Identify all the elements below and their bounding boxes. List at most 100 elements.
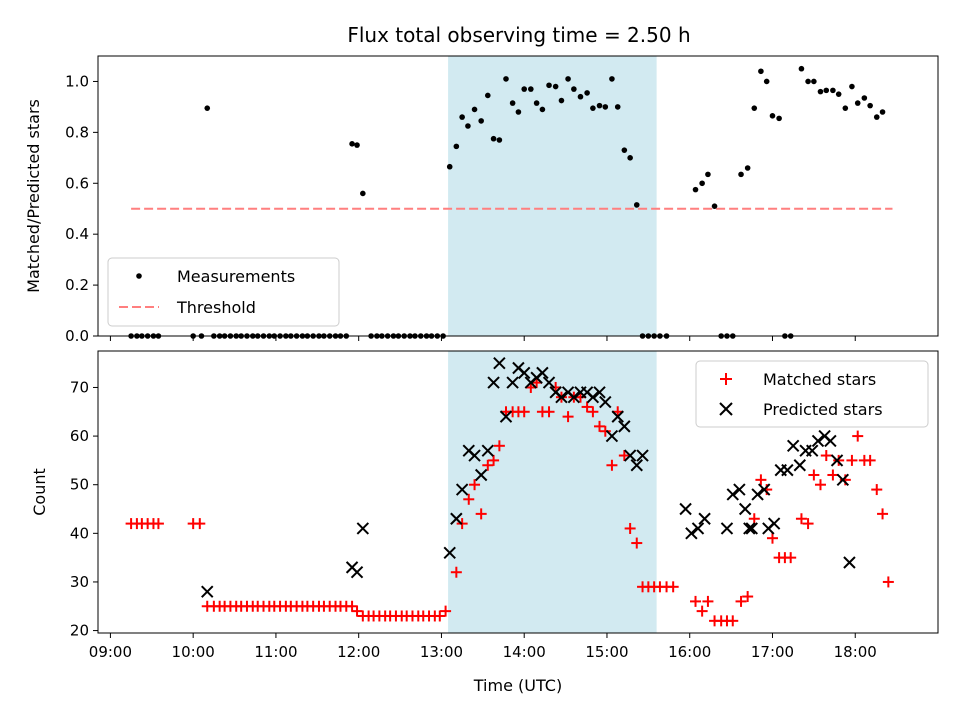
bottom-y-tick-label: 50 [70,476,89,494]
measurement-point [798,65,805,72]
x-tick-label: 14:00 [503,643,546,661]
matched-star-point [618,450,630,462]
matched-star-point [702,595,714,607]
legend-threshold-label: Threshold [176,298,256,317]
measurement-point [354,142,360,148]
matched-star-point [543,406,555,418]
predicted-star-point [786,439,800,453]
matched-star-point [696,605,708,617]
predicted-star-point [474,468,488,482]
measurement-point [854,100,861,106]
matched-star-point [742,591,754,603]
predicted-star-point [586,390,600,404]
predicted-star-point [824,434,837,448]
matched-star-point [766,532,778,544]
measurement-point [621,147,628,153]
bottom-panel: 20 30 40 50 60 70 09:00 10:00 11:00 12:00 13:00 14… [30,350,939,695]
predicted-star-point [836,473,850,487]
matched-star-point [864,454,876,466]
measurement-point [360,190,366,197]
measurement-point [509,100,516,106]
bottom-plot-frame [97,350,939,634]
predicted-star-point [811,434,825,448]
bottom-legend-frame [695,360,929,428]
x-tick-label: 13:00 [420,643,463,661]
predicted-star-point [487,376,500,389]
predicted-star-point [751,488,764,501]
top-y-tick-label: 0.4 [65,225,89,243]
matched-star-point [434,610,446,622]
matched-star-point [488,454,500,466]
measurement-point [577,93,584,100]
predicted-star-point [555,390,568,404]
matched-star-point [631,537,643,549]
x-tick-label: 11:00 [254,643,297,661]
matched-star-point [346,600,358,612]
matched-star-point [599,425,611,437]
measurement-point [738,171,744,178]
measurement-point [692,186,699,193]
predicted-star-point [443,546,456,559]
predicted-star-point [536,366,549,380]
bottom-y-axis-label: Count [30,468,49,516]
measurement-point [484,92,491,99]
predicted-star-point [843,556,856,569]
predicted-star-point [630,459,643,472]
measurement-point [478,118,484,124]
bottom-y-tick-label: 30 [70,573,89,591]
measurement-point [528,86,534,92]
top-y-tick-label: 0.2 [65,276,89,294]
bottom-y-tick-label: 70 [70,378,89,396]
top-legend: Measurements Threshold [107,257,340,327]
bottom-y-tick-label: 40 [70,524,89,542]
measurement-point [602,104,609,110]
matched-star-point [587,406,599,418]
top-y-ticks: 0.0 0.2 0.4 0.6 0.8 1.0 [65,72,98,345]
predicted-star-point [726,488,739,501]
measurement-point [705,171,711,178]
predicted-star-point [493,356,506,370]
matched-star-point [820,450,832,462]
measurement-point [471,106,478,113]
predicted-star-point [679,502,692,516]
measurement-point [763,78,770,85]
top-x-tick-marks [109,336,856,341]
chart-title: Flux total observing time = 2.50 h [347,23,690,47]
measurement-point [546,82,552,89]
x-tick-label: 12:00 [337,643,380,661]
x-tick-label: 16:00 [668,643,711,661]
predicted-star-point [599,395,612,409]
measurement-point [204,105,211,111]
predicted-star-point [618,420,631,433]
predicted-star-point [455,483,469,496]
x-tick-label: 18:00 [834,643,877,661]
top-measurement-points [128,65,886,339]
predicted-star-points [201,356,856,598]
measurement-point [805,78,811,85]
x-tick-label: 10:00 [172,643,215,661]
measurement-point [633,202,640,208]
bottom-highlight-span [448,351,657,633]
matched-star-point [482,459,494,471]
measurement-point [817,88,824,95]
measurement-point [490,135,497,142]
measurement-point [842,105,849,111]
matched-star-point [871,484,883,496]
matched-star-point [882,576,894,588]
measurement-point [627,155,633,161]
predicted-star-point [356,522,370,535]
matched-star-point [755,474,767,486]
measurement-point [515,109,522,115]
predicted-star-point [767,517,781,530]
matched-star-point [606,459,618,471]
measurement-point [552,83,559,90]
matched-star-point [562,411,574,423]
predicted-star-point [450,512,463,525]
matched-star-point [748,513,760,525]
measurement-point [584,90,590,96]
matched-star-point [463,493,475,505]
matched-star-point [469,479,481,491]
predicted-star-point [499,410,513,423]
measurement-point [867,102,873,109]
matched-star-point [846,454,858,466]
